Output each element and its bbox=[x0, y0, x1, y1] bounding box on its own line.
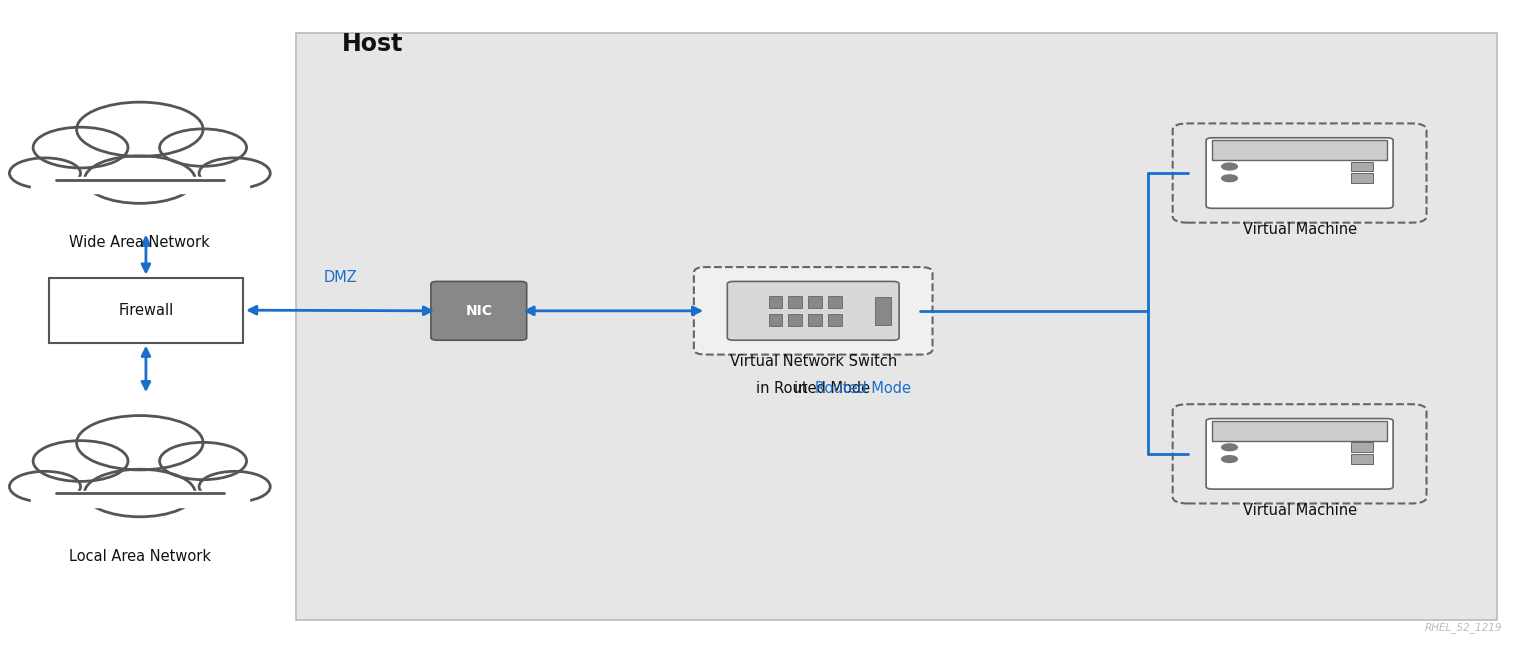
FancyBboxPatch shape bbox=[828, 296, 842, 308]
FancyBboxPatch shape bbox=[809, 314, 822, 326]
Polygon shape bbox=[30, 491, 249, 507]
Circle shape bbox=[76, 415, 204, 470]
Text: NIC: NIC bbox=[465, 304, 492, 318]
FancyBboxPatch shape bbox=[1205, 138, 1392, 208]
Polygon shape bbox=[30, 178, 249, 193]
Text: Host: Host bbox=[342, 31, 403, 56]
Circle shape bbox=[76, 102, 204, 157]
Text: RHEL_52_1219: RHEL_52_1219 bbox=[1424, 622, 1502, 633]
FancyBboxPatch shape bbox=[789, 314, 803, 326]
Text: Firewall: Firewall bbox=[119, 303, 173, 317]
Circle shape bbox=[85, 470, 195, 517]
Circle shape bbox=[199, 471, 271, 502]
FancyBboxPatch shape bbox=[769, 314, 783, 326]
Text: Virtual Machine: Virtual Machine bbox=[1242, 222, 1357, 237]
FancyBboxPatch shape bbox=[1351, 454, 1374, 464]
Circle shape bbox=[85, 156, 195, 203]
FancyBboxPatch shape bbox=[1213, 421, 1386, 441]
FancyBboxPatch shape bbox=[769, 296, 783, 308]
FancyBboxPatch shape bbox=[1351, 443, 1374, 452]
FancyBboxPatch shape bbox=[693, 267, 932, 355]
Circle shape bbox=[9, 471, 81, 502]
Circle shape bbox=[1222, 163, 1237, 170]
Circle shape bbox=[1222, 175, 1237, 182]
Text: Routed Mode: Routed Mode bbox=[815, 381, 910, 396]
FancyBboxPatch shape bbox=[789, 296, 803, 308]
FancyBboxPatch shape bbox=[1351, 174, 1374, 183]
Text: in: in bbox=[793, 381, 812, 396]
FancyBboxPatch shape bbox=[1172, 123, 1426, 223]
FancyBboxPatch shape bbox=[828, 314, 842, 326]
Text: DMZ: DMZ bbox=[324, 270, 357, 285]
FancyBboxPatch shape bbox=[876, 297, 891, 325]
Text: Wide Area Network: Wide Area Network bbox=[70, 235, 210, 250]
Circle shape bbox=[33, 441, 128, 481]
Text: Local Area Network: Local Area Network bbox=[68, 549, 211, 564]
FancyBboxPatch shape bbox=[1351, 162, 1374, 171]
Text: Virtual Machine: Virtual Machine bbox=[1242, 503, 1357, 518]
FancyBboxPatch shape bbox=[728, 281, 900, 340]
FancyBboxPatch shape bbox=[432, 281, 526, 340]
Text: in Routed Mode: in Routed Mode bbox=[755, 381, 871, 396]
Text: Virtual Network Switch: Virtual Network Switch bbox=[730, 354, 897, 369]
Circle shape bbox=[1222, 444, 1237, 451]
FancyBboxPatch shape bbox=[809, 296, 822, 308]
Circle shape bbox=[160, 442, 246, 480]
FancyBboxPatch shape bbox=[1172, 404, 1426, 503]
Circle shape bbox=[1222, 456, 1237, 462]
Circle shape bbox=[160, 129, 246, 167]
FancyBboxPatch shape bbox=[49, 278, 243, 343]
FancyBboxPatch shape bbox=[296, 33, 1497, 620]
FancyBboxPatch shape bbox=[1205, 419, 1392, 489]
Circle shape bbox=[33, 127, 128, 168]
FancyBboxPatch shape bbox=[1213, 140, 1386, 160]
Circle shape bbox=[199, 158, 271, 189]
Circle shape bbox=[9, 158, 81, 189]
